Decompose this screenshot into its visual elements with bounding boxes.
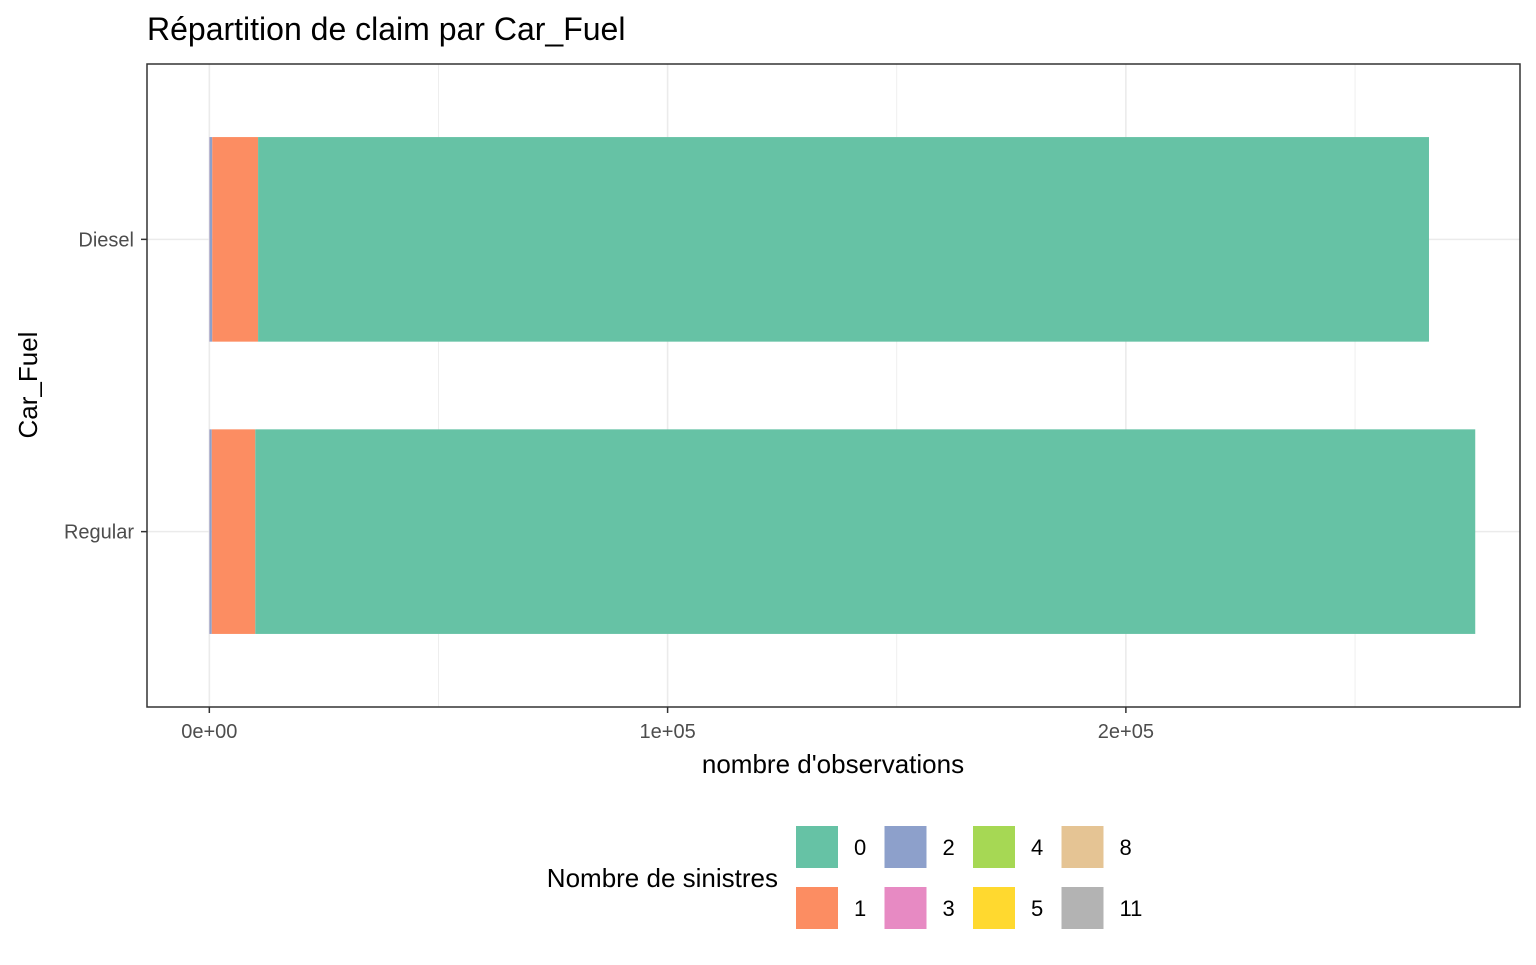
legend-label-5: 5 bbox=[1031, 896, 1043, 921]
legend-key-2 bbox=[885, 826, 927, 868]
bar-segment-diesel-0 bbox=[258, 137, 1429, 342]
x-tick-label: 2e+05 bbox=[1098, 721, 1154, 743]
legend-label-8: 8 bbox=[1120, 835, 1132, 860]
legend-label-2: 2 bbox=[943, 835, 955, 860]
legend-label-1: 1 bbox=[854, 896, 866, 921]
bar-segment-regular-1 bbox=[212, 429, 256, 634]
plot-panel bbox=[147, 64, 1520, 707]
legend-label-4: 4 bbox=[1031, 835, 1043, 860]
legend-key-3 bbox=[885, 887, 927, 929]
legend-label-11: 11 bbox=[1120, 896, 1143, 921]
legend-key-11 bbox=[1062, 887, 1104, 929]
legend-key-5 bbox=[973, 887, 1015, 929]
x-tick-label: 0e+00 bbox=[181, 721, 237, 743]
bar-segment-regular-2 bbox=[209, 429, 211, 634]
legend-title: Nombre de sinistres bbox=[547, 863, 778, 893]
y-axis-label: Car_Fuel bbox=[13, 332, 43, 439]
y-tick-label: Diesel bbox=[78, 229, 134, 251]
legend-key-0 bbox=[796, 826, 838, 868]
x-axis: 0e+00 1e+05 2e+05 bbox=[181, 707, 1154, 743]
legend-key-8 bbox=[1062, 826, 1104, 868]
legend-label-3: 3 bbox=[943, 896, 955, 921]
bar-segment-diesel-2 bbox=[210, 137, 213, 342]
bar-segment-diesel-1 bbox=[212, 137, 258, 342]
legend-key-4 bbox=[973, 826, 1015, 868]
legend: Nombre de sinistres 0 1 2 3 4 5 8 11 bbox=[547, 826, 1143, 929]
legend-key-1 bbox=[796, 887, 838, 929]
y-axis: Diesel Regular bbox=[64, 229, 147, 543]
x-axis-label: nombre d'observations bbox=[702, 749, 964, 779]
y-tick-label: Regular bbox=[64, 522, 134, 544]
legend-label-0: 0 bbox=[854, 835, 866, 860]
legend-items: 0 1 2 3 4 5 8 11 bbox=[796, 826, 1142, 929]
bar-segment-regular-0 bbox=[255, 429, 1475, 634]
x-tick-label: 1e+05 bbox=[640, 721, 696, 743]
chart-title: Répartition de claim par Car_Fuel bbox=[147, 11, 625, 47]
